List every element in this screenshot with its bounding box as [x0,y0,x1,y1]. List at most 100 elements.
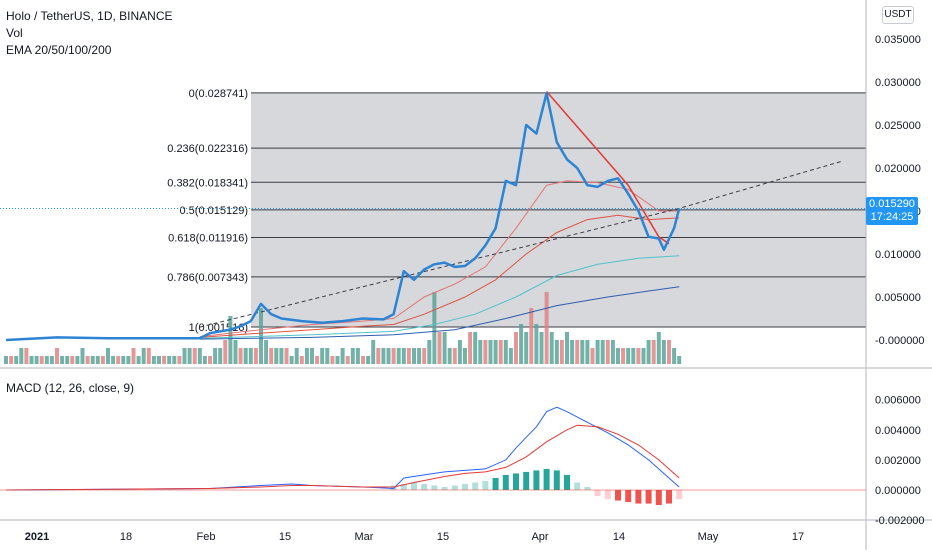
price-axis-tick: 0.025000 [875,120,921,132]
volume-bar [208,356,212,364]
volume-bar [218,348,223,364]
volume-bar [529,308,534,364]
fib-retracement[interactable]: 0(0.028741) 0.236(0.022316) 0.382(0.018341… [167,88,866,334]
volume-bar [595,340,600,364]
vol-legend[interactable]: Vol [6,26,23,40]
time-axis-tick: 18 [120,531,132,543]
volume-bar [590,348,595,364]
macd-histogram-bar [676,490,683,500]
volume-bar [248,348,253,364]
volume-bar [29,356,34,364]
volume-bar [651,340,656,364]
time-axis-tick: 17 [792,531,804,543]
volume-bar [39,356,44,364]
volume-bar [381,348,386,364]
volume-bar [310,348,314,364]
ema-legend[interactable]: EMA 20/50/100/200 [6,43,112,57]
volume-bar [575,340,580,364]
symbol-title[interactable]: Holo / TetherUS, 1D, BINANCE [6,9,173,23]
volume-bar [345,356,350,364]
last-price-tag: 0.015290 17:24:25 [866,197,918,225]
volume-bar [162,356,167,364]
time-axis-tick: May [698,531,719,543]
volume-bar [646,340,651,364]
volume-bar [376,348,381,364]
volume-bar [106,348,110,364]
volume-bar [304,348,309,364]
volume-bar [432,292,437,364]
volume-bar [192,348,197,364]
macd-histogram-bar [451,485,458,490]
macd-histogram-bar [604,490,611,500]
volume-bar [600,340,605,364]
volume-bar [473,332,478,364]
macd-histogram-bar [502,474,509,490]
volume-bar [157,356,161,364]
macd-histogram-bar [594,490,601,497]
volume-bar [4,356,8,364]
volume-bar [468,332,473,364]
volume-bar [70,356,75,364]
volume-bar [131,348,136,364]
volume-bar [396,348,401,364]
volume-bar [325,348,330,364]
volume-bar [121,356,126,364]
price-axis-tick: 0.035000 [875,34,921,46]
volume-bar [386,348,391,364]
volume-bar [524,332,529,364]
fib-level-label: 0.382(0.018341) [167,177,248,189]
currency-button[interactable]: USDT [882,6,914,24]
volume-bar [544,292,549,364]
volume-bar [19,348,24,364]
volume-bar [508,348,513,364]
volume-bar [554,340,559,364]
volume-bar [141,348,146,364]
macd-histogram-bar [431,485,438,490]
volume-bar [24,348,29,364]
volume-bar [565,332,569,364]
volume-bar [427,340,432,364]
volume-bar [355,348,360,364]
price-line [5,91,681,342]
time-axis-tick: Apr [531,531,548,543]
volume-bar [412,348,416,364]
volume-bar [34,356,39,364]
volume-bar [233,340,238,364]
volume-bar [90,356,95,364]
price-series-line [5,91,681,342]
volume-bar [580,340,585,364]
macd-histogram-bar [472,482,479,490]
volume-bar [463,348,467,364]
volume-bar [243,348,248,364]
volume-bar [616,348,620,364]
macd-histogram-bar [523,471,530,490]
volume-bar [605,340,610,364]
volume-bar [672,348,677,364]
macd-axis-tick: 0.004000 [875,425,921,437]
time-axis-tick: 15 [437,531,449,543]
volume-bar [677,356,682,364]
volume-bar [570,340,575,364]
volume-bar [422,348,427,364]
macd-histogram-bar [625,490,632,503]
volume-bar [284,348,289,364]
macd-legend[interactable]: MACD (12, 26, close, 9) [6,381,135,395]
volume-bar [182,348,187,364]
volume-bar [315,356,320,364]
volume-bar [366,356,371,364]
macd-histogram-bar [574,482,581,490]
volume-bar [626,348,631,364]
volume-bar [417,348,422,364]
macd-histogram-bar [462,483,468,490]
volume-bar [549,332,554,364]
volume-bar [65,356,70,364]
macd-axis-tick: 0.000000 [875,485,921,497]
macd-histogram-bar [543,468,550,490]
volume-bar [80,348,85,364]
volume-bar [44,356,49,364]
macd-histogram-bar [533,470,540,490]
volume-bar [391,348,396,364]
macd-histogram-bar [584,486,591,490]
